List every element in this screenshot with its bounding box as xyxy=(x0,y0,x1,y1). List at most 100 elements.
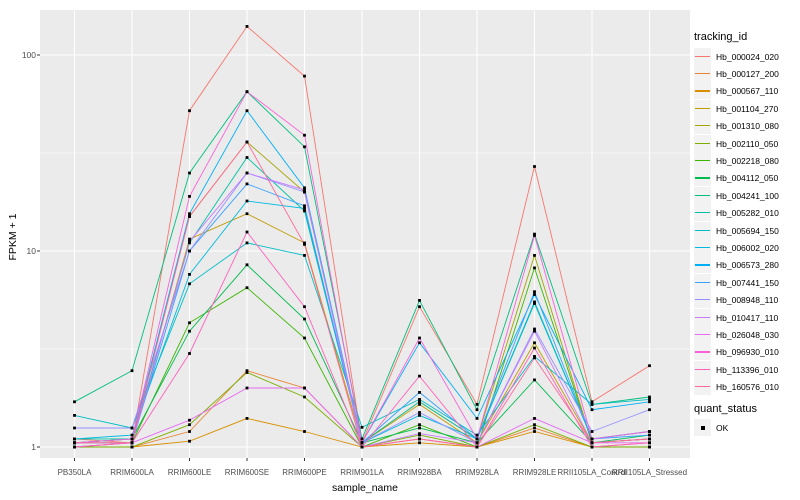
data-point xyxy=(188,418,191,422)
data-point xyxy=(73,441,76,445)
legend-key-line-icon xyxy=(695,90,710,92)
legend-key xyxy=(694,256,711,274)
legend-label: Hb_010417_110 xyxy=(716,312,779,323)
data-point xyxy=(188,282,191,286)
legend-label: Hb_006573_280 xyxy=(716,260,779,271)
data-point xyxy=(533,293,536,296)
y-tick-label: 100 xyxy=(21,50,36,60)
data-point xyxy=(245,171,249,175)
data-point xyxy=(475,441,479,445)
legend-label-ok: OK xyxy=(716,423,729,433)
data-point xyxy=(418,426,421,430)
legend-key-line-icon xyxy=(695,351,710,353)
data-point xyxy=(303,74,306,78)
legend-key xyxy=(694,64,711,82)
data-point xyxy=(245,109,249,113)
legend-label: Hb_004112_050 xyxy=(716,173,779,184)
data-point xyxy=(648,408,651,412)
data-point xyxy=(130,426,134,430)
data-point xyxy=(533,266,536,270)
data-point xyxy=(245,182,249,186)
data-point xyxy=(590,441,594,445)
legend-key-line-icon xyxy=(695,386,710,388)
data-point xyxy=(303,241,306,245)
data-point xyxy=(245,386,249,390)
legend-label: Hb_005282_010 xyxy=(716,208,779,219)
legend-key-line-icon xyxy=(695,159,710,162)
legend-key-line-icon xyxy=(695,333,710,336)
data-point xyxy=(188,321,191,325)
data-point xyxy=(533,346,536,350)
legend-key xyxy=(694,82,711,100)
data-point xyxy=(648,437,651,441)
x-tick-label: RRIM928BA xyxy=(397,468,442,477)
data-point xyxy=(188,215,191,218)
legend-key xyxy=(694,186,711,204)
legend-label: Hb_005694_150 xyxy=(716,225,779,236)
x-tick-label: RRIM600SE xyxy=(224,468,270,477)
data-point xyxy=(188,352,191,355)
legend-key xyxy=(694,134,711,152)
data-point xyxy=(73,400,76,404)
data-point xyxy=(648,441,651,445)
data-point xyxy=(533,290,536,294)
legend-key-line-icon xyxy=(695,72,710,75)
data-point xyxy=(245,286,249,290)
x-tick-label: RRIM928LE xyxy=(512,468,557,477)
data-point xyxy=(245,90,249,94)
data-point xyxy=(590,437,594,441)
legend-label: Hb_004241_100 xyxy=(716,190,779,201)
data-point xyxy=(188,240,191,243)
data-point xyxy=(130,445,134,449)
legend-key xyxy=(694,99,711,117)
x-tick-label: RRII105LA_Stressed xyxy=(611,468,688,477)
data-point xyxy=(418,374,421,378)
data-point xyxy=(590,403,594,406)
legend-key-line-icon xyxy=(695,142,710,144)
legend-key-line-icon xyxy=(695,107,710,110)
data-point xyxy=(533,355,536,358)
data-point xyxy=(418,341,421,345)
legend-label: Hb_113396_010 xyxy=(716,364,779,375)
data-point xyxy=(245,25,249,28)
x-tick-label: RRIM600LE xyxy=(167,468,212,477)
data-point xyxy=(303,190,306,194)
data-point xyxy=(188,171,191,175)
data-point xyxy=(303,188,306,192)
data-point xyxy=(303,430,306,433)
data-point xyxy=(303,395,306,399)
data-point xyxy=(245,230,249,234)
data-point xyxy=(590,445,594,449)
data-point xyxy=(303,133,306,137)
data-point xyxy=(245,241,249,245)
data-point xyxy=(418,400,421,404)
data-point xyxy=(188,195,191,198)
legend-title-quant-status: quant_status xyxy=(694,403,757,415)
data-point xyxy=(130,441,134,445)
data-point xyxy=(130,437,134,441)
legend-key-line-icon xyxy=(695,125,710,127)
legend-key xyxy=(694,151,711,169)
legend-key xyxy=(694,325,711,343)
data-point xyxy=(188,249,191,253)
data-point xyxy=(475,437,479,441)
data-point xyxy=(418,336,421,340)
legend-label: Hb_000127_200 xyxy=(716,68,779,79)
legend-key xyxy=(694,238,711,256)
data-point xyxy=(418,432,421,435)
data-point xyxy=(648,400,651,404)
data-point xyxy=(188,439,191,443)
data-point xyxy=(303,145,306,149)
data-point xyxy=(648,398,651,401)
legend-key-line-icon xyxy=(695,246,710,249)
data-point xyxy=(245,263,249,267)
data-point xyxy=(475,445,479,449)
data-point xyxy=(188,109,191,113)
data-point xyxy=(533,417,536,420)
data-point xyxy=(73,437,76,441)
legend-label: Hb_002110_050 xyxy=(716,138,779,149)
data-point xyxy=(188,329,191,333)
legend-label: Hb_000567_110 xyxy=(716,86,779,97)
